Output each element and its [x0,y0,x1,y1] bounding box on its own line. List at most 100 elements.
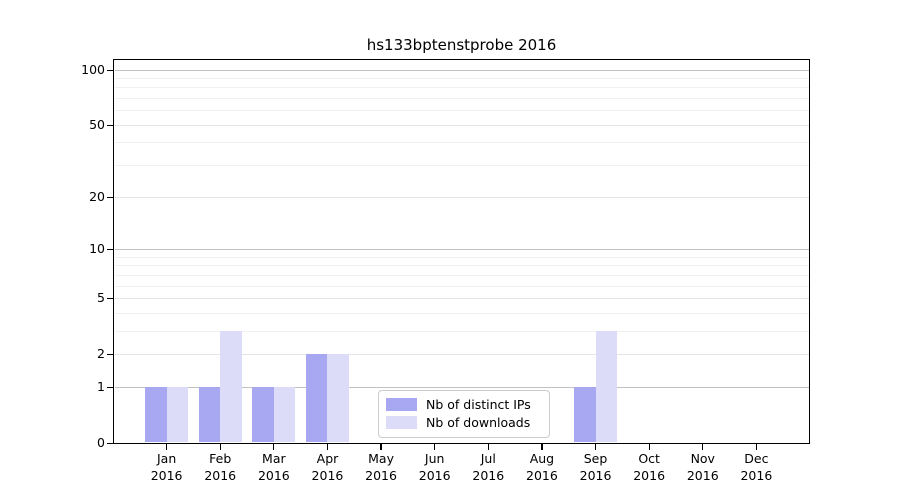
bar-distinct-ips [198,386,221,442]
x-tick [219,443,221,450]
x-tick-label-line: Jul [480,451,496,466]
y-gridline-minor [114,142,809,144]
x-tick [702,443,704,450]
x-tick-label: Sep 2016 [564,450,628,484]
y-tick-label: 5 [97,289,105,305]
y-gridline-minor [114,98,809,100]
x-tick-label-line: 2016 [526,468,558,483]
y-tick-label: 100 [81,61,105,77]
x-tick [541,443,543,450]
x-tick-label-line: 2016 [311,468,344,483]
y-tick [107,124,113,126]
x-tick-label-line: May [368,451,394,466]
x-tick-label-line: Dec [744,451,769,466]
legend-row: Nb of distinct IPs [379,395,549,414]
y-gridline-minor [114,274,809,276]
x-tick-label-line: Sep [583,451,608,466]
y-tick-label: 2 [97,346,105,362]
y-tick-label: 1 [97,378,105,394]
x-tick-label-line: Jun [424,451,445,466]
bar-distinct-ips [574,386,596,442]
x-tick [648,443,650,450]
bar-distinct-ips [305,354,328,442]
x-tick-label-line: Jan [156,451,177,466]
x-tick-label: Aug 2016 [510,450,574,484]
bar-downloads [220,330,242,442]
bar-downloads [595,330,618,442]
x-tick-label: Jan 2016 [135,450,199,484]
x-tick-label-line: Feb [209,451,232,466]
bar-downloads [327,354,349,442]
y-tick-label: 50 [89,116,105,132]
x-tick [380,443,382,450]
y-gridline-minor [114,87,809,89]
legend-swatch-icon [386,397,417,411]
x-tick-label-line: Aug [529,451,555,466]
y-gridline-major [114,297,809,299]
x-tick-label: May 2016 [349,450,413,484]
x-tick [326,443,329,450]
x-tick-label-line: 2016 [365,468,397,483]
x-tick-label: Jun 2016 [403,450,467,484]
x-tick-label: Feb 2016 [188,450,252,484]
x-tick-label-line: Mar [262,451,286,466]
x-tick-label-line: 2016 [740,468,773,483]
x-tick-label-line: 2016 [633,468,666,483]
y-gridline-minor [114,330,809,332]
x-tick-label-line: Apr [316,451,339,466]
y-tick [107,386,113,389]
y-gridline-minor [114,312,809,314]
legend-row: Nb of downloads [379,414,549,433]
y-tick-label: 0 [97,435,105,450]
x-tick-label-line: 2016 [472,468,505,483]
y-tick [107,248,113,251]
y-tick-label: 20 [89,188,105,204]
legend-label: Nb of downloads [426,415,531,431]
x-tick [755,443,757,450]
x-tick-label: Mar 2016 [242,450,306,484]
x-tick-label-line: 2016 [579,468,612,483]
bar-downloads [166,386,189,442]
bar-distinct-ips [145,386,167,442]
y-tick [107,196,113,198]
y-gridline-major [114,354,809,356]
x-tick-label: Dec 2016 [724,450,788,484]
chart-title: hs133bptenstprobe 2016 [366,36,557,54]
y-gridline-minor [114,285,809,287]
x-tick [273,443,275,450]
bar-downloads [273,386,296,442]
x-tick-label-line: Nov [690,451,715,466]
y-tick [107,69,113,71]
x-tick-label-line: 2016 [418,468,451,483]
y-tick-label: 10 [89,240,105,256]
y-tick [107,443,113,445]
y-tick [107,354,113,356]
y-gridline-minor [114,265,809,267]
y-gridline-major [114,124,809,126]
y-gridline-minor [114,165,809,167]
legend-swatch-icon [386,416,417,430]
x-tick-label: Nov 2016 [671,450,735,484]
y-gridline-minor [114,110,809,112]
y-gridline-minor [114,256,809,258]
x-tick-label-line: 2016 [204,468,237,483]
legend-label: Nb of distinct IPs [426,396,531,412]
x-tick-label: Oct 2016 [617,450,681,484]
y-gridline-major [114,196,809,198]
legend: Nb of distinct IPs Nb of downloads [378,390,550,438]
y-tick [107,297,113,300]
x-tick [487,443,489,450]
x-tick [434,443,436,450]
x-tick-label: Jul 2016 [456,450,520,484]
x-tick-label-line: 2016 [686,468,719,483]
y-gridline-decade [114,386,809,388]
x-tick-label-line: Oct [638,451,660,466]
y-gridline-minor [114,77,809,79]
x-tick [166,443,168,450]
y-gridline-decade [114,69,809,71]
x-tick [594,443,597,450]
x-tick-label: Apr 2016 [295,450,359,484]
x-tick-label-line: 2016 [257,468,290,483]
bar-distinct-ips [252,386,274,442]
y-gridline-decade [114,248,809,250]
